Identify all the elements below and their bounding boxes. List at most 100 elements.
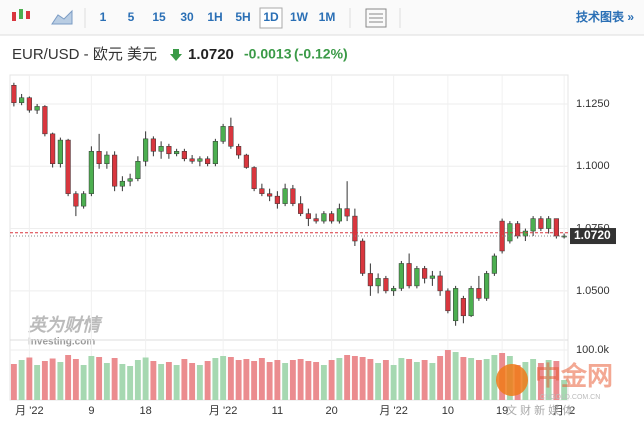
candle-body: [88, 151, 94, 194]
candle-body: [367, 273, 373, 287]
candle-body: [561, 235, 567, 238]
candle-body: [321, 213, 327, 222]
change-percent: (-0.12%): [294, 46, 348, 62]
candle-body: [81, 193, 87, 207]
volume-bar: [336, 358, 343, 400]
volume-bar: [80, 365, 87, 400]
volume-bar: [119, 364, 126, 400]
volume-bar: [452, 352, 459, 400]
volume-bar: [320, 365, 327, 400]
candle-body: [445, 290, 451, 312]
candle-body: [228, 126, 234, 147]
volume-bar: [150, 361, 157, 400]
interval-button[interactable]: 5: [128, 10, 135, 24]
candle-body: [515, 223, 521, 237]
volume-bar: [41, 361, 48, 400]
indicator-icon[interactable]: [365, 8, 387, 28]
candle-body: [491, 255, 497, 274]
volume-bar: [351, 356, 358, 400]
volume-bar: [142, 357, 149, 400]
candle-body: [127, 178, 133, 182]
volume-bar: [181, 359, 188, 400]
volume-bar: [18, 360, 25, 400]
x-tick-label: 月 '22: [379, 405, 407, 417]
plot-frame: [9, 74, 569, 401]
last-price-label: 1.0720: [574, 228, 611, 242]
candle-body: [158, 146, 164, 152]
candle-body: [476, 288, 482, 299]
volume-bar: [165, 362, 172, 400]
candle-body: [104, 154, 110, 165]
volume-bar: [491, 355, 498, 400]
volume-bar: [103, 363, 110, 400]
interval-button[interactable]: 1D: [263, 10, 279, 24]
candle-body: [329, 213, 335, 222]
volume-bar: [134, 360, 141, 400]
interval-button[interactable]: 1H: [207, 10, 222, 24]
candle-body: [166, 146, 172, 155]
candle-body: [274, 195, 280, 204]
cngold-logo: [496, 364, 528, 396]
candle-body: [468, 288, 474, 317]
volume-bar: [359, 357, 366, 400]
candle-body: [243, 154, 249, 168]
change: -0.0013: [244, 46, 292, 62]
toolbar: [0, 0, 644, 35]
candle-body: [305, 213, 311, 219]
volume-bar: [34, 365, 41, 400]
volume-bar: [305, 361, 312, 400]
volume-bar: [289, 360, 296, 400]
area-icon[interactable]: [51, 9, 73, 25]
technical-chart-link[interactable]: 技术图表 »: [576, 9, 634, 24]
volume-bar: [204, 361, 211, 400]
interval-button[interactable]: 1: [100, 10, 107, 24]
candle-body: [189, 158, 195, 162]
volume-bar: [413, 362, 420, 400]
candle-body: [336, 208, 342, 222]
candle-body: [65, 139, 71, 194]
volume-bar: [429, 363, 436, 400]
candle-body: [375, 278, 381, 287]
candle-icon[interactable]: [12, 9, 30, 21]
x-tick-label: 18: [140, 405, 152, 417]
volume-bar: [49, 358, 56, 400]
interval-button[interactable]: 30: [180, 10, 194, 24]
candle-body: [50, 133, 56, 165]
candle-body: [119, 180, 125, 187]
volume-bar: [398, 358, 405, 400]
x-tick-label: 10: [442, 405, 454, 417]
candle-body: [282, 188, 288, 204]
candle-body: [422, 268, 428, 279]
interval-button[interactable]: 1M: [319, 10, 336, 24]
candle-body: [143, 138, 149, 162]
volume-bar: [328, 360, 335, 400]
candle-body: [414, 268, 420, 287]
candle-body: [406, 263, 412, 287]
volume-bar: [227, 357, 234, 400]
symbol: EUR/USD - 欧元 美元: [12, 46, 157, 63]
volume-bar: [10, 364, 17, 400]
interval-button[interactable]: 5H: [235, 10, 250, 24]
candle-body: [352, 215, 358, 242]
volume-bar: [189, 363, 196, 400]
candle-body: [522, 230, 528, 237]
candle-body: [453, 288, 459, 322]
candle-body: [429, 275, 435, 279]
candle-body: [34, 106, 40, 111]
volume-bar: [537, 363, 544, 400]
candle-body: [360, 240, 366, 274]
y-tick-label: 1.1000: [576, 160, 610, 172]
volume-bar: [297, 359, 304, 400]
interval-button[interactable]: 15: [152, 10, 166, 24]
interval-button[interactable]: 1W: [290, 10, 309, 24]
x-tick-label: 20: [326, 405, 338, 417]
watermark: CNGOLD.COM.CN: [540, 394, 600, 401]
volume-bar: [251, 361, 258, 400]
candle-body: [251, 167, 257, 189]
candle-body: [398, 263, 404, 289]
candle-body: [546, 218, 552, 229]
watermark: Investing.com: [28, 337, 95, 348]
volume-bar: [235, 360, 242, 400]
candle-body: [530, 218, 536, 232]
